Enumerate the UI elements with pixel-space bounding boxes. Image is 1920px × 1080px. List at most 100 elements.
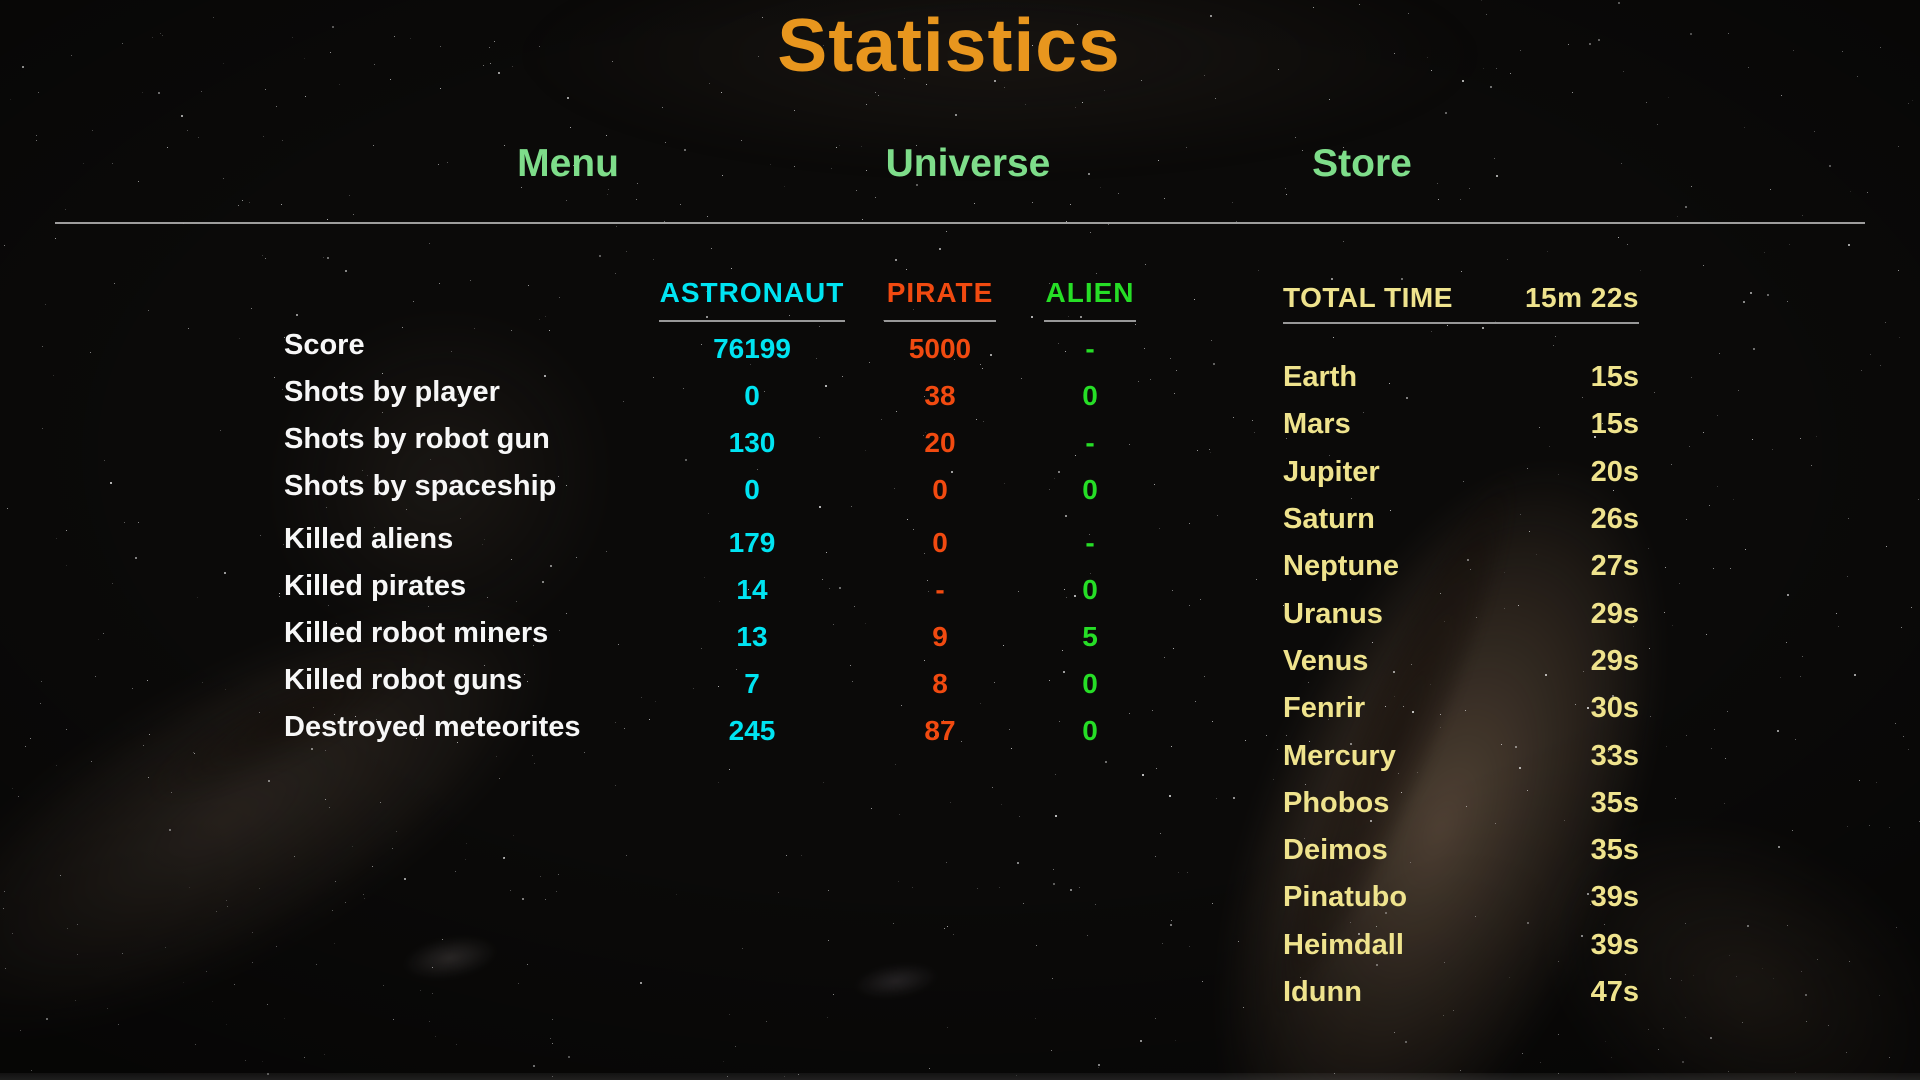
stat-value-pirate: 38 xyxy=(924,380,956,411)
time-row: Mars 15s xyxy=(1283,401,1639,448)
planet-name: Fenrir xyxy=(1283,692,1366,725)
planet-time: 35s xyxy=(1590,786,1639,819)
planet-time: 26s xyxy=(1590,503,1639,536)
stat-value-pirate: - xyxy=(935,574,945,605)
stat-value-astronaut: 7 xyxy=(744,668,760,699)
stat-label: Shots by player xyxy=(284,376,500,408)
stat-value-astronaut: 14 xyxy=(736,574,768,605)
time-row: Neptune 27s xyxy=(1283,543,1639,590)
time-row: Jupiter 20s xyxy=(1283,449,1639,496)
bottom-edge-strip xyxy=(0,1073,1920,1080)
page-title: Statistics xyxy=(777,3,1121,87)
header-divider xyxy=(55,222,1865,224)
stat-value-alien: - xyxy=(1085,333,1095,364)
stat-value-pirate: 20 xyxy=(924,427,956,458)
stats-row: Killed pirates 14 - 0 xyxy=(284,563,1148,610)
stat-label: Killed pirates xyxy=(284,570,467,602)
stat-value-astronaut: 0 xyxy=(744,380,760,411)
stats-corner-cell xyxy=(284,278,656,322)
planet-name: Heimdall xyxy=(1283,928,1404,961)
stats-row: Destroyed meteorites 245 87 0 xyxy=(284,704,1148,751)
planet-time: 27s xyxy=(1590,550,1639,583)
stat-value-astronaut: 76199 xyxy=(713,333,791,364)
starfield-small xyxy=(0,0,1,1)
stat-value-astronaut: 130 xyxy=(728,427,776,458)
planet-time: 35s xyxy=(1590,834,1639,867)
planet-name: Deimos xyxy=(1283,834,1388,867)
pirate-header-underline xyxy=(884,320,996,322)
planet-name: Jupiter xyxy=(1283,455,1380,488)
column-header-alien: ALIEN xyxy=(1032,278,1148,322)
planet-name: Phobos xyxy=(1283,786,1390,819)
stat-label: Killed aliens xyxy=(284,523,454,555)
stat-value-alien: 0 xyxy=(1082,380,1098,411)
time-table-header: TOTAL TIME 15m 22s xyxy=(1283,276,1639,324)
time-row: Fenrir 30s xyxy=(1283,685,1639,732)
stats-row: Shots by player 0 38 0 xyxy=(284,369,1148,416)
planet-name: Mercury xyxy=(1283,739,1396,772)
planet-time: 29s xyxy=(1590,644,1639,677)
time-row: Heimdall 39s xyxy=(1283,922,1639,969)
planet-name: Earth xyxy=(1283,361,1358,394)
stat-label: Killed robot guns xyxy=(284,664,523,696)
stats-row: Shots by spaceship 0 0 0 xyxy=(284,463,1148,510)
stat-value-pirate: 8 xyxy=(932,668,948,699)
stats-row: Killed robot guns 7 8 0 xyxy=(284,657,1148,704)
planet-name: Mars xyxy=(1283,408,1351,441)
planet-time: 33s xyxy=(1590,739,1639,772)
stat-value-alien: 0 xyxy=(1082,715,1098,746)
stat-value-pirate: 9 xyxy=(932,621,948,652)
stat-label: Score xyxy=(284,329,365,361)
stat-value-alien: - xyxy=(1085,527,1095,558)
stats-row: Score 76199 5000 - xyxy=(284,322,1148,369)
planet-time: 20s xyxy=(1590,455,1639,488)
alien-header-underline xyxy=(1044,320,1136,322)
planet-time: 39s xyxy=(1590,928,1639,961)
planet-time: 15s xyxy=(1590,408,1639,441)
column-header-pirate: PIRATE xyxy=(848,278,1032,322)
magellanic-cloud-small xyxy=(835,950,957,1012)
stats-table-header: ASTRONAUT PIRATE ALIEN xyxy=(284,270,1148,322)
nav-item-universe[interactable]: Universe xyxy=(885,142,1051,185)
total-time-value: 15m 22s xyxy=(1524,282,1639,313)
stat-value-alien: 5 xyxy=(1082,621,1098,652)
astronaut-header-underline xyxy=(659,320,845,322)
time-row: Deimos 35s xyxy=(1283,827,1639,874)
planet-time: 47s xyxy=(1590,976,1639,1008)
nav-item-menu[interactable]: Menu xyxy=(517,142,619,185)
planet-time: 29s xyxy=(1590,597,1639,630)
stat-label: Destroyed meteorites xyxy=(284,711,581,743)
stats-row: Killed aliens 179 0 - xyxy=(284,516,1148,563)
column-header-astronaut: ASTRONAUT xyxy=(656,278,848,322)
time-row: Earth 15s xyxy=(1283,354,1639,401)
stat-value-alien: 0 xyxy=(1082,474,1098,505)
planet-name: Neptune xyxy=(1283,550,1399,583)
time-row: Uranus 29s xyxy=(1283,590,1639,637)
stat-value-alien: - xyxy=(1085,427,1095,458)
total-time-label: TOTAL TIME xyxy=(1283,282,1453,313)
stat-value-astronaut: 179 xyxy=(728,527,776,558)
stats-row: Shots by robot gun 130 20 - xyxy=(284,416,1148,463)
planet-time: 39s xyxy=(1590,881,1639,914)
planet-name: Idunn xyxy=(1283,976,1362,1008)
stat-value-pirate: 0 xyxy=(932,474,948,505)
stat-value-astronaut: 245 xyxy=(728,715,776,746)
time-row: Venus 29s xyxy=(1283,638,1639,685)
magellanic-cloud-large xyxy=(381,919,519,997)
stat-value-pirate: 0 xyxy=(932,527,948,558)
stat-value-astronaut: 0 xyxy=(744,474,760,505)
stat-label: Shots by robot gun xyxy=(284,423,550,455)
stats-table: ASTRONAUT PIRATE ALIEN Score 76199 5000- Sh… xyxy=(284,270,1148,751)
stats-rows: Score 76199 5000- Shots by player 0 38 0 Shots … xyxy=(284,322,1148,751)
planet-name: Saturn xyxy=(1283,503,1375,536)
time-row: Pinatubo 39s xyxy=(1283,874,1639,921)
time-row: Saturn 26s xyxy=(1283,496,1639,543)
time-row: Mercury 33s xyxy=(1283,732,1639,779)
stat-label: Killed robot miners xyxy=(284,617,549,649)
stat-value-pirate: 87 xyxy=(924,715,956,746)
stat-value-astronaut: 13 xyxy=(736,621,768,652)
nav-item-store[interactable]: Store xyxy=(1312,142,1412,185)
planet-name: Pinatubo xyxy=(1283,881,1408,914)
planet-name: Uranus xyxy=(1283,597,1383,630)
